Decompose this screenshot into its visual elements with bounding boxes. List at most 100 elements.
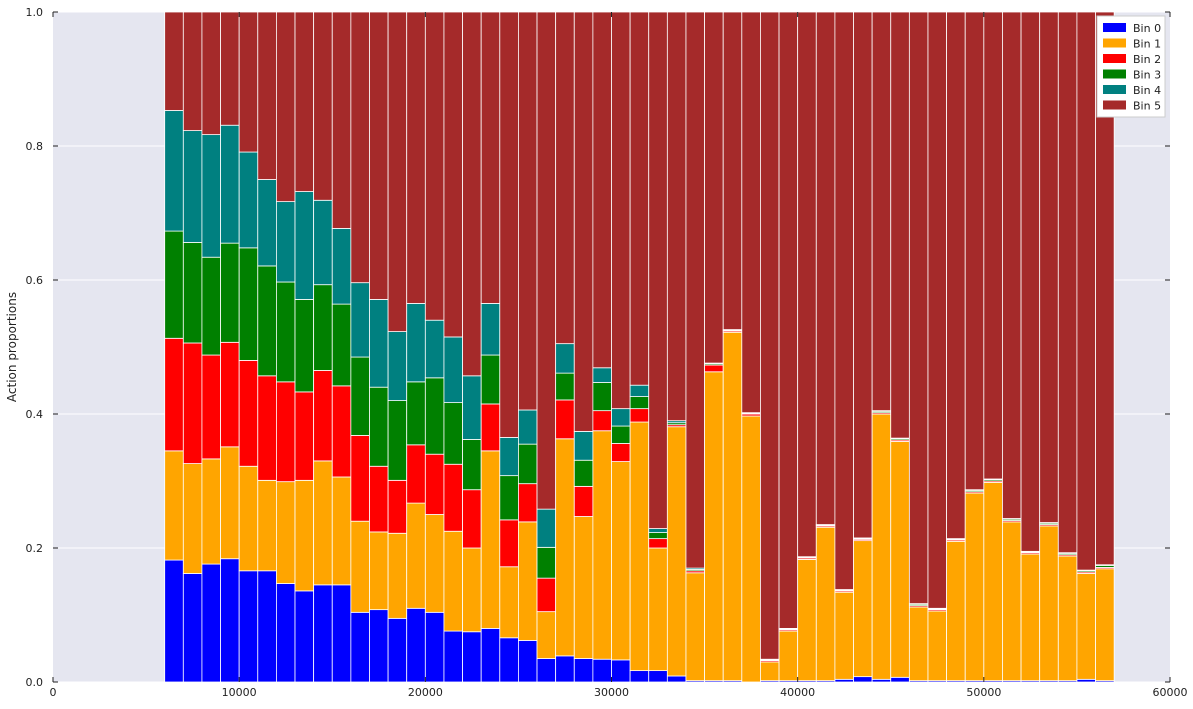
legend-box	[1096, 15, 1166, 118]
bar-bin5-44	[983, 11, 1003, 480]
bar-bin5-12	[387, 11, 408, 332]
bar-bin5-43	[964, 11, 985, 491]
bar-bin5-41	[927, 11, 948, 609]
bar-bin0-24	[611, 659, 631, 683]
bar-bin5-6	[275, 11, 296, 203]
bar-bin5-22	[573, 11, 594, 432]
bar-bin2-19	[518, 483, 538, 523]
bar-bin5-37	[853, 11, 873, 539]
bar-bin3-2	[201, 256, 221, 356]
bar-bin3-26	[648, 532, 668, 540]
bar-bin5-30	[722, 11, 743, 330]
bar-bin5-33	[778, 11, 799, 629]
bar-bin1-41	[927, 610, 948, 682]
bar-bin0-22	[573, 658, 594, 683]
bar-bin3-5	[257, 265, 277, 377]
bar-bin1-42	[946, 540, 966, 682]
bar-bin2-25	[629, 408, 650, 423]
bar-bin2-0	[164, 337, 184, 452]
bar-bin4-1	[182, 130, 203, 243]
bar-bin1-43	[964, 492, 985, 682]
bar-bin0-36	[834, 678, 854, 683]
bar-bin2-11	[369, 465, 389, 533]
bar-bin3-25	[629, 396, 650, 410]
bar-bin0-10	[350, 611, 370, 683]
bar-bin2-18	[499, 519, 519, 568]
bar-bin5-34	[797, 11, 817, 558]
bar-bin4-22	[573, 431, 594, 461]
bar-bin2-22	[573, 485, 594, 517]
bar-bin5-10	[350, 11, 370, 284]
bar-bin4-8	[313, 199, 333, 286]
bar-bin1-39	[890, 441, 910, 678]
bar-bin3-12	[387, 400, 408, 481]
bar-bin5-20	[536, 11, 557, 510]
bar-bin4-24	[611, 408, 631, 427]
bar-bin2-17	[480, 403, 501, 452]
bar-bin5-35	[815, 11, 836, 525]
bar-bin3-22	[573, 459, 594, 487]
bar-bin5-24	[611, 11, 631, 410]
bar-bin3-1	[182, 242, 203, 344]
bar-bin3-19	[518, 443, 538, 485]
bar-bin0-14	[424, 611, 445, 683]
y-tick-label-5: 1.0	[26, 6, 44, 19]
bar-bin1-38	[871, 413, 892, 680]
bar-bin4-19	[518, 409, 538, 445]
legend-label-5: Bin 5	[1133, 100, 1161, 113]
bar-bin2-13	[406, 444, 426, 504]
bar-bin2-23	[592, 410, 612, 432]
bar-bin5-45	[1002, 11, 1022, 519]
bar-bin5-38	[871, 11, 892, 412]
bar-bin3-13	[406, 381, 426, 446]
bar-bin1-9	[331, 476, 352, 586]
bar-bin3-8	[313, 284, 333, 371]
bar-bin5-14	[424, 11, 445, 321]
bar-bin2-9	[331, 385, 352, 478]
legend-label-0: Bin 0	[1133, 22, 1161, 35]
bar-bin1-11	[369, 531, 389, 611]
bar-bin1-34	[797, 558, 817, 682]
bar-bin4-17	[480, 303, 501, 356]
bar-bin3-21	[555, 372, 575, 401]
bar-bin5-31	[741, 11, 761, 414]
bar-bin1-6	[275, 481, 296, 584]
bar-bin5-16	[462, 11, 482, 377]
bar-bin0-12	[387, 617, 408, 683]
bar-bin4-9	[331, 228, 352, 305]
bar-bin4-21	[555, 343, 575, 374]
bar-bin5-27	[666, 11, 687, 422]
bar-bin1-45	[1002, 521, 1022, 682]
bar-bin2-1	[182, 342, 203, 464]
y-tick-label-3: 0.6	[26, 274, 44, 287]
bar-bin5-49	[1076, 11, 1096, 571]
bar-bin1-32	[760, 661, 780, 682]
bar-bin4-13	[406, 303, 426, 383]
bar-bin3-10	[350, 356, 370, 436]
bars	[164, 11, 1115, 683]
bar-bin4-12	[387, 331, 408, 401]
bar-bin0-7	[294, 590, 315, 683]
bar-bin5-39	[890, 11, 910, 439]
bar-bin5-36	[834, 11, 854, 590]
bar-bin1-37	[853, 540, 873, 678]
bar-bin1-5	[257, 479, 277, 572]
bar-bin5-4	[238, 11, 259, 153]
bar-bin1-47	[1039, 525, 1059, 682]
bar-bin1-36	[834, 591, 854, 680]
legend-swatch-3	[1103, 69, 1126, 79]
legend-label-3: Bin 3	[1133, 69, 1161, 82]
bar-bin2-8	[313, 370, 333, 462]
bar-bin5-48	[1057, 11, 1078, 554]
bar-bin1-15	[443, 530, 463, 632]
bar-bin1-18	[499, 566, 519, 639]
bar-bin5-29	[704, 11, 724, 364]
bar-bin2-21	[555, 399, 575, 440]
bar-bin2-7	[294, 391, 315, 481]
bar-bin1-29	[704, 371, 724, 682]
bar-bin4-0	[164, 110, 184, 232]
bar-bin0-6	[275, 583, 296, 683]
y-tick-label-0: 0.0	[26, 676, 44, 689]
bar-bin5-3	[220, 11, 240, 126]
x-tick-label-2: 20000	[408, 686, 443, 699]
